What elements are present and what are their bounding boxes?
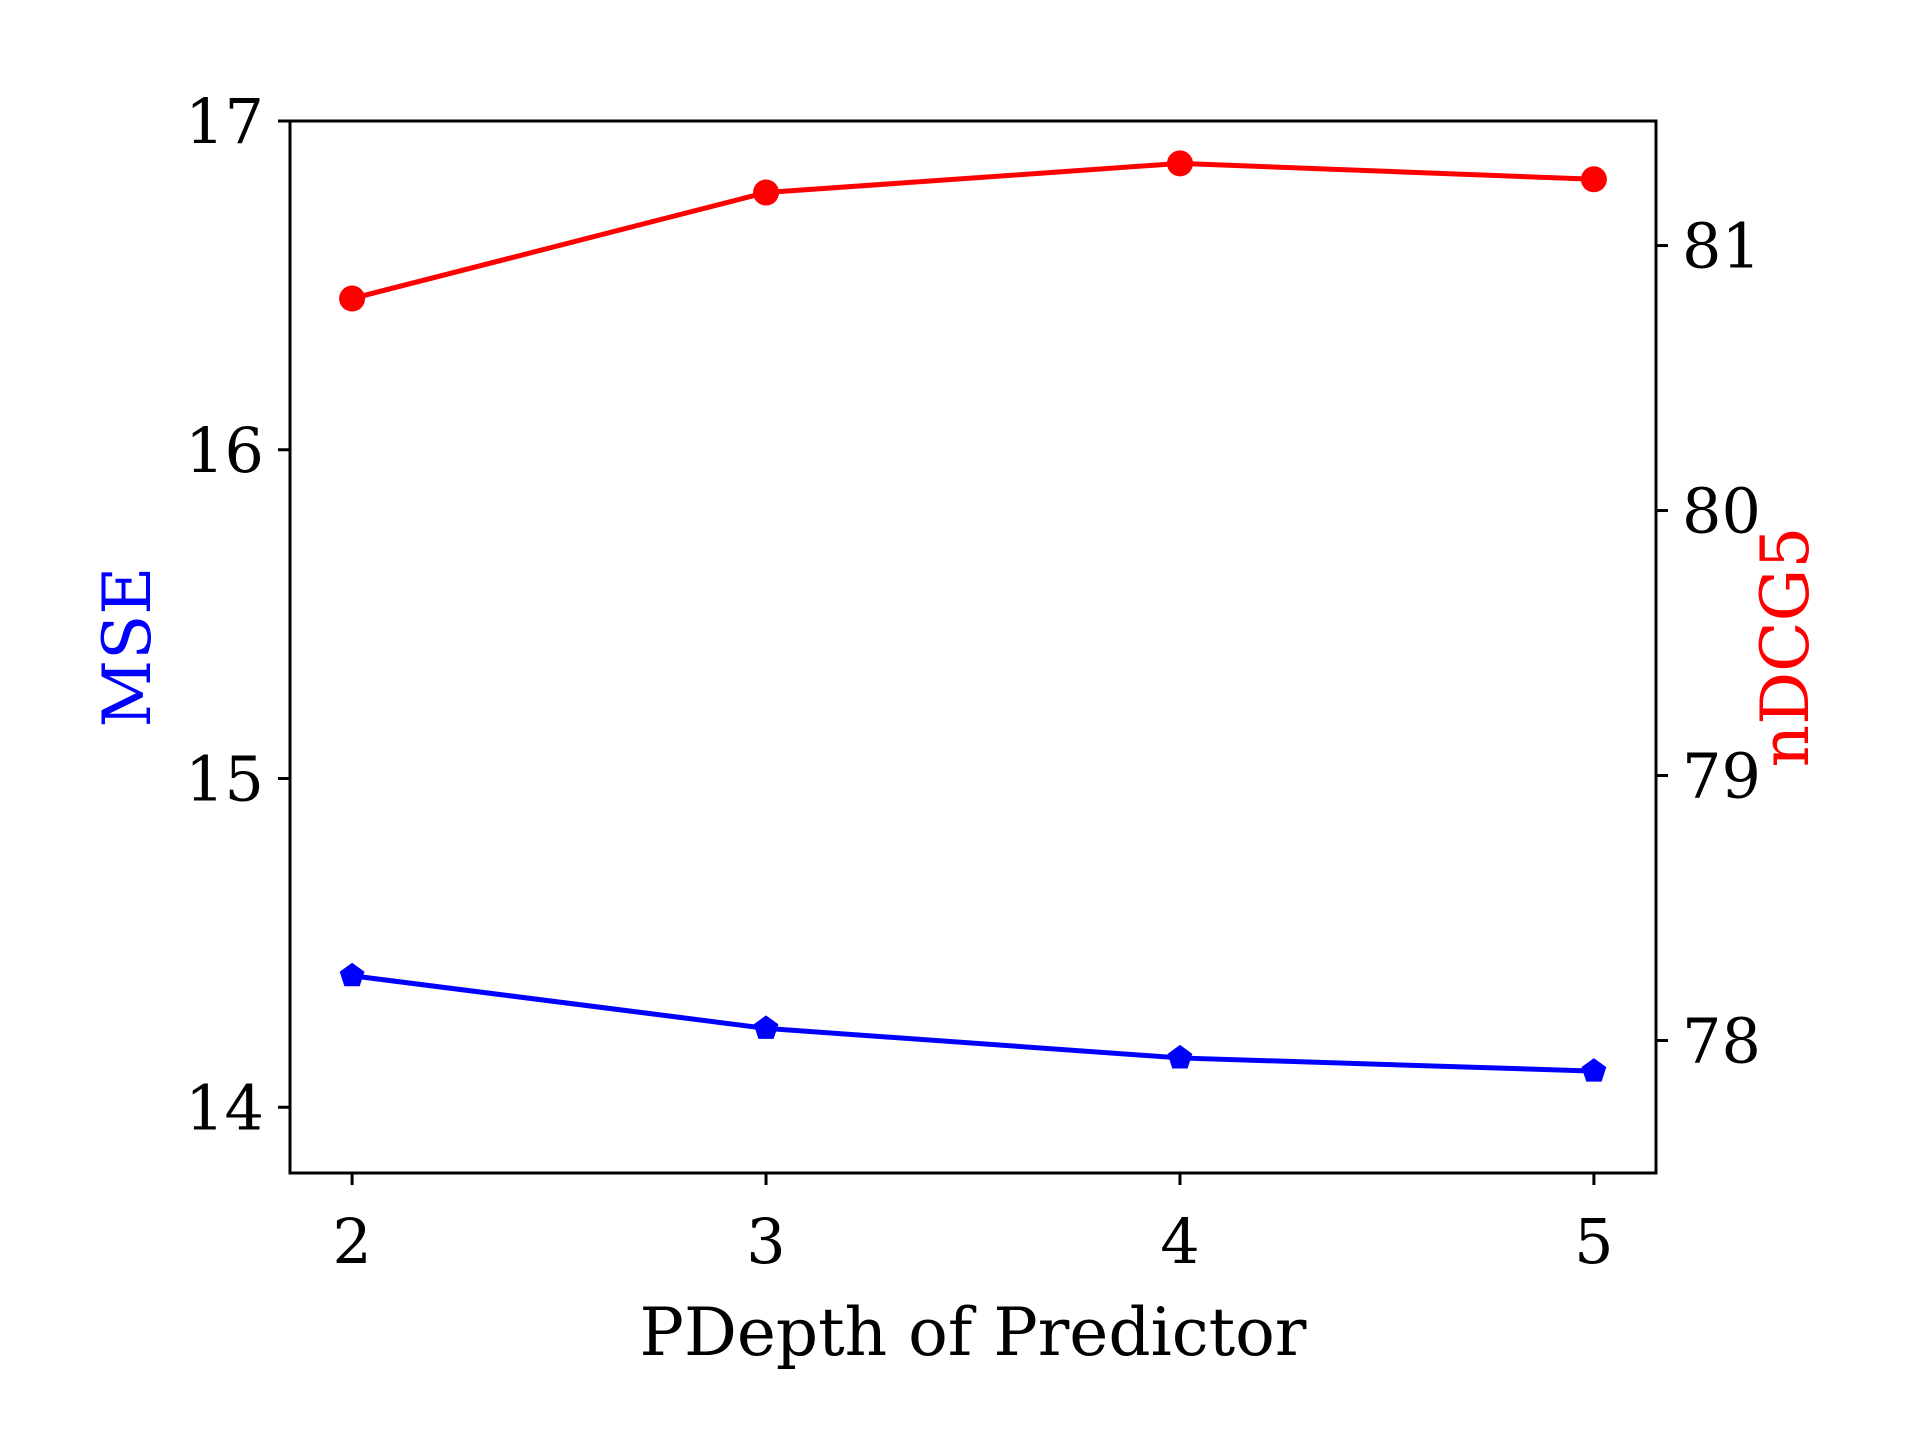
left-series-point: [1581, 1058, 1607, 1082]
left-series-point: [753, 1015, 779, 1039]
right-series-point: [753, 179, 780, 206]
x-tick-label: 3: [746, 1205, 785, 1278]
left-y-tick-label: 16: [185, 414, 264, 487]
left-series-line: [351, 973, 1594, 1074]
right-y-tick-label: 81: [1682, 210, 1761, 283]
left-y-axis-ticks: 14 15 16 17: [185, 85, 290, 1144]
right-y-axis-title: nDCG5: [1747, 527, 1824, 768]
left-series-point: [339, 962, 365, 987]
left-y-tick-label: 14: [185, 1071, 264, 1144]
right-y-tick-label: 78: [1682, 1005, 1761, 1078]
left-y-tick-label: 15: [185, 743, 264, 816]
x-axis-ticks: 2 3 4 5: [332, 1173, 1614, 1278]
right-series-point: [1166, 150, 1193, 177]
x-axis-title: PDepth of Predictor: [640, 1294, 1307, 1371]
left-y-tick-label: 17: [185, 85, 264, 158]
right-y-tick-label: 80: [1682, 475, 1761, 548]
left-y-axis-title: MSE: [89, 567, 166, 728]
series-layer: [339, 150, 1607, 1082]
right-series-point: [339, 285, 366, 312]
x-tick-label: 2: [332, 1205, 371, 1278]
right-series-line: [351, 160, 1595, 301]
right-series-point: [1580, 166, 1607, 193]
plot-area: [288, 119, 1658, 1175]
left-series-point: [1167, 1044, 1193, 1069]
right-y-tick-label: 79: [1682, 740, 1761, 813]
x-tick-label: 5: [1574, 1205, 1613, 1278]
right-y-axis-ticks: 78 79 80 81: [1656, 210, 1761, 1078]
x-tick-label: 4: [1160, 1205, 1199, 1278]
